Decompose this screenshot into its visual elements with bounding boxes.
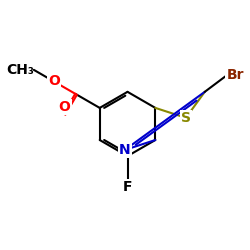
Text: N: N <box>119 143 130 157</box>
Text: O: O <box>58 100 70 114</box>
Text: Br: Br <box>226 68 244 82</box>
Text: S: S <box>181 111 191 125</box>
Text: O: O <box>48 74 60 88</box>
Text: F: F <box>123 180 132 194</box>
Text: CH₃: CH₃ <box>6 63 34 77</box>
